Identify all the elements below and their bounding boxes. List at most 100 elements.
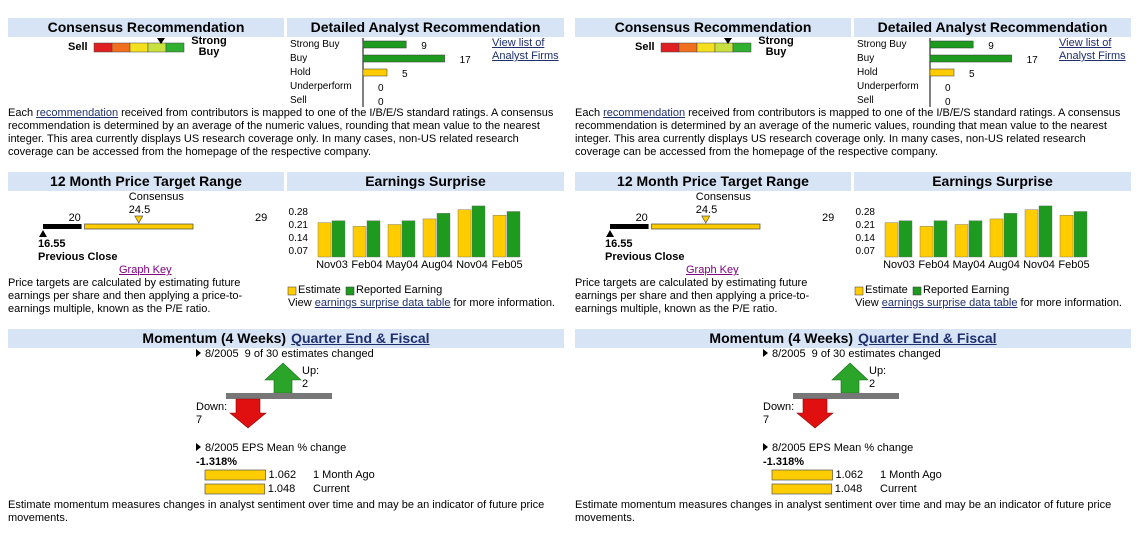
rating-label: Sell xyxy=(857,95,874,106)
section-header: Earnings Surprise xyxy=(287,172,564,191)
eps-value: 1.048 xyxy=(267,483,296,495)
momentum-link[interactable]: Quarter End & Fiscal xyxy=(858,330,997,346)
analyst-firms-link[interactable]: View list of Analyst Firms xyxy=(1059,37,1126,62)
y-tick-label: 0.07 xyxy=(855,245,875,257)
earnings-table-link[interactable]: earnings surprise data table xyxy=(881,297,1018,309)
rating-bar xyxy=(362,40,407,49)
earnings-bar xyxy=(457,209,472,258)
bullet xyxy=(763,349,768,357)
gauge-segment xyxy=(732,42,752,53)
gauge-segment xyxy=(165,42,185,53)
earnings-bar xyxy=(1038,205,1053,258)
rating-label: Strong Buy xyxy=(290,39,340,50)
footer-text: View xyxy=(855,297,882,309)
panel: Consensus Recommendation Detailed Analyst… xyxy=(575,0,1131,541)
description-text: Each xyxy=(8,107,37,119)
earnings-table-link[interactable]: earnings surprise data table xyxy=(314,297,451,309)
x-tick-label: Feb05 xyxy=(1058,259,1090,271)
y-tick-label: 0.07 xyxy=(288,245,308,257)
consensus-value: 24.5 xyxy=(695,204,718,216)
gauge-segment xyxy=(93,42,113,53)
panel-graphics xyxy=(39,38,521,495)
legend-label: Estimate xyxy=(298,284,341,296)
close-marker xyxy=(39,230,47,237)
x-tick-label: Nov03 xyxy=(883,259,915,271)
rating-value: 17 xyxy=(459,55,471,66)
description-text: received from contributors is mapped to … xyxy=(8,107,554,158)
gauge-marker xyxy=(157,38,165,44)
momentum-title: Momentum (4 Weeks) xyxy=(709,330,854,346)
legend-label: Reported Earning xyxy=(356,284,443,296)
gauge-high-label: Strong Buy xyxy=(191,35,227,58)
eps-title: 8/2005 EPS Mean % change xyxy=(196,442,346,455)
x-tick-label: Feb04 xyxy=(351,259,383,271)
eps-category: Current xyxy=(313,483,350,495)
gauge-segment xyxy=(714,42,734,53)
previous-close-value: 16.55 xyxy=(38,238,66,250)
legend-swatch xyxy=(912,286,922,296)
legend-swatch xyxy=(345,286,355,296)
legend-swatch xyxy=(287,286,297,296)
rating-value: 9 xyxy=(421,41,427,52)
rating-value: 17 xyxy=(1026,55,1038,66)
eps-change: -1.318% xyxy=(763,456,804,468)
rating-label: Hold xyxy=(857,67,878,78)
rating-bar xyxy=(362,54,445,63)
down-arrow xyxy=(229,398,267,429)
section-header: Consensus Recommendation xyxy=(575,18,851,37)
close-marker xyxy=(606,230,614,237)
eps-category: Current xyxy=(880,483,917,495)
y-tick-label: 0.28 xyxy=(288,206,308,218)
footer-text: for more information. xyxy=(450,297,556,309)
analyst-firms-link[interactable]: View list of Analyst Firms xyxy=(492,37,559,62)
section-header: 12 Month Price Target Range xyxy=(8,172,284,191)
x-tick-label: Aug04 xyxy=(988,259,1020,271)
range-bar xyxy=(84,223,194,230)
legend-label: Reported Earning xyxy=(923,284,1010,296)
momentum-footer: Estimate momentum measures changes in an… xyxy=(575,499,1112,524)
section-header: Momentum (4 Weeks) Quarter End & Fiscal xyxy=(575,329,1131,348)
eps-bar xyxy=(771,483,833,495)
momentum-footer: Estimate momentum measures changes in an… xyxy=(8,499,545,524)
gauge-high-label: Strong Buy xyxy=(758,35,794,58)
earnings-bar xyxy=(471,205,486,258)
high-value: 29 xyxy=(822,212,835,224)
previous-close-value: 16.55 xyxy=(605,238,633,250)
recommendation-link[interactable]: recommendation xyxy=(603,107,686,119)
earnings-bar xyxy=(401,220,416,258)
rating-value: 9 xyxy=(988,41,994,52)
description-text: Each xyxy=(575,107,604,119)
earnings-bar xyxy=(933,220,948,258)
previous-close-label: Previous Close xyxy=(38,251,118,263)
earnings-bar xyxy=(506,211,521,258)
section-header: Detailed Analyst Recommendation xyxy=(854,18,1131,37)
y-tick-label: 0.21 xyxy=(855,219,875,231)
y-tick-label: 0.14 xyxy=(288,232,308,244)
up-label: Up: xyxy=(302,365,320,377)
price-target-text: Price targets are calculated by estimati… xyxy=(8,277,243,315)
consensus-label: Consensus xyxy=(128,191,184,203)
rating-label: Sell xyxy=(290,95,307,106)
consensus-marker xyxy=(701,215,711,224)
section-header: Consensus Recommendation xyxy=(8,18,284,37)
earnings-bar xyxy=(1024,209,1039,258)
panel: Consensus Recommendation Detailed Analyst… xyxy=(8,0,564,541)
x-tick-label: Feb04 xyxy=(918,259,950,271)
consensus-marker xyxy=(134,215,144,224)
section-header: Earnings Surprise xyxy=(854,172,1131,191)
rating-bar xyxy=(929,40,974,49)
graph-key-link[interactable]: Graph Key xyxy=(686,264,739,276)
down-value: 7 xyxy=(196,414,203,426)
recommendation-link[interactable]: recommendation xyxy=(36,107,119,119)
changed-text: 9 of 30 estimates changed xyxy=(811,348,941,360)
bullet xyxy=(763,443,768,451)
graph-key-link[interactable]: Graph Key xyxy=(119,264,172,276)
earnings-bar xyxy=(968,220,983,258)
momentum-link[interactable]: Quarter End & Fiscal xyxy=(291,330,430,346)
rating-value: 0 xyxy=(378,83,384,94)
eps-bar xyxy=(204,469,266,481)
eps-value: 1.062 xyxy=(835,469,864,481)
eps-title: 8/2005 EPS Mean % change xyxy=(763,442,913,455)
consensus-value: 24.5 xyxy=(128,204,151,216)
